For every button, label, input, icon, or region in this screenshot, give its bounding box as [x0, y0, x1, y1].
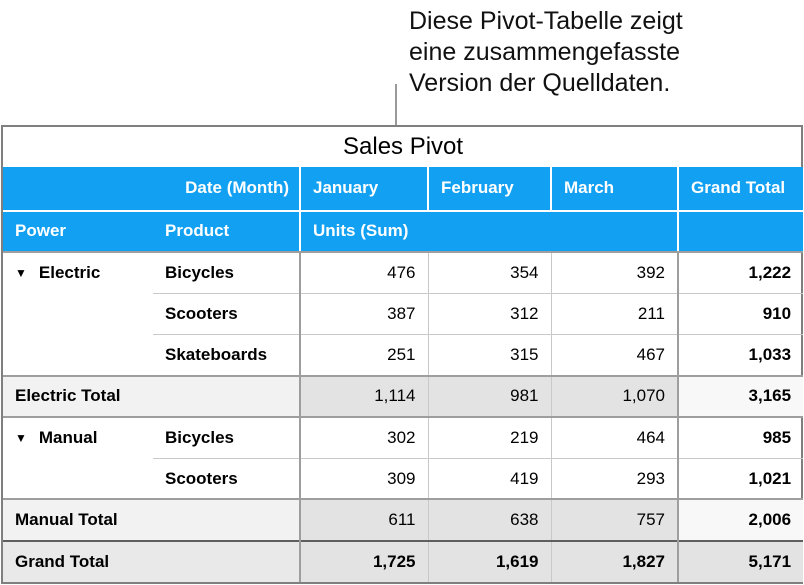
cell-manual-bicycles-total[interactable]: 985 [676, 415, 804, 459]
header-grand-total[interactable]: Grand Total [676, 167, 804, 212]
cell-electric-skateboards-jan[interactable]: 251 [299, 333, 428, 376]
cell-manual-scooters-feb[interactable]: 419 [427, 457, 551, 500]
cell-electric-skateboards-total[interactable]: 1,033 [676, 333, 804, 376]
annotation-text: Diese Pivot-Tabelle zeigt eine zusammeng… [409, 6, 683, 99]
cell-manual-total-mar[interactable]: 757 [550, 498, 678, 541]
cell-electric-bicycles-feb[interactable]: 354 [427, 251, 551, 294]
row-label-electric-total[interactable]: Electric Total [3, 374, 300, 417]
cell-electric-scooters-feb[interactable]: 312 [427, 292, 551, 335]
cell-electric-scooters-total[interactable]: 910 [676, 292, 804, 335]
cell-grand-total-feb[interactable]: 1,619 [427, 539, 551, 582]
header-date-month[interactable]: Date (Month) [3, 167, 300, 212]
header-units-sum[interactable]: Units (Sum) [299, 210, 678, 253]
cell-manual-total-jan[interactable]: 611 [299, 498, 428, 541]
cell-electric-skateboards-mar[interactable]: 467 [550, 333, 678, 376]
row-label-bicycles[interactable]: Bicycles [165, 262, 234, 282]
cell-electric-total-jan[interactable]: 1,114 [299, 374, 428, 417]
cell-electric-bicycles-mar[interactable]: 392 [550, 251, 678, 294]
annotation-line-3: Version der Quelldaten. [409, 69, 671, 97]
group-name-manual: Manual [38, 427, 98, 447]
cell-manual-bicycles-feb[interactable]: 219 [427, 415, 551, 459]
row-label-bicycles[interactable]: Bicycles [153, 415, 300, 459]
cell-grand-total-mar[interactable]: 1,827 [550, 539, 678, 582]
group-name-electric: Electric [38, 262, 101, 282]
cell-electric-skateboards-feb[interactable]: 315 [427, 333, 551, 376]
disclosure-triangle-icon[interactable]: ▼ [15, 265, 27, 280]
cell-manual-bicycles-mar[interactable]: 464 [550, 415, 678, 459]
cell-manual-total-feb[interactable]: 638 [427, 498, 551, 541]
cell-manual-bicycles-jan[interactable]: 302 [299, 415, 428, 459]
cell-manual-total-grand[interactable]: 2,006 [676, 498, 804, 541]
annotation-line-2: eine zusammengefasste [409, 38, 680, 66]
header-power[interactable]: Power [3, 210, 153, 253]
header-march[interactable]: March [550, 167, 678, 212]
header-grand-total-spacer [676, 210, 804, 253]
header-february[interactable]: February [427, 167, 551, 212]
row-label-scooters[interactable]: Scooters [153, 457, 300, 500]
cell-electric-bicycles-total[interactable]: 1,222 [676, 251, 804, 294]
cell-manual-scooters-total[interactable]: 1,021 [676, 457, 804, 500]
cell-electric-total-grand[interactable]: 3,165 [676, 374, 804, 417]
header-january[interactable]: January [299, 167, 428, 212]
disclosure-triangle-icon[interactable]: ▼ [15, 430, 27, 445]
header-product[interactable]: Product [153, 210, 300, 253]
table-title[interactable]: Sales Pivot [343, 133, 464, 161]
row-label-scooters[interactable]: Scooters [153, 292, 300, 335]
group-label-electric[interactable]: ▼ Electric [3, 252, 153, 376]
cell-electric-bicycles-jan[interactable]: 476 [299, 251, 428, 294]
annotation-line-1: Diese Pivot-Tabelle zeigt [409, 7, 683, 35]
row-label-skateboards[interactable]: Skateboards [153, 333, 300, 376]
cell-grand-total-grand[interactable]: 5,171 [676, 539, 804, 582]
cell-electric-total-mar[interactable]: 1,070 [550, 374, 678, 417]
cell-manual-scooters-jan[interactable]: 309 [299, 457, 428, 500]
cell-electric-scooters-mar[interactable]: 211 [550, 292, 678, 335]
row-label-manual-total[interactable]: Manual Total [3, 498, 300, 541]
cell-grand-total-jan[interactable]: 1,725 [299, 539, 428, 582]
row-label-grand-total[interactable]: Grand Total [3, 539, 300, 582]
cell-electric-scooters-jan[interactable]: 387 [299, 292, 428, 335]
pivot-table: Sales Pivot Date (Month) January Februar… [1, 125, 804, 584]
group-label-manual[interactable]: ▼ Manual [3, 415, 153, 500]
cell-manual-scooters-mar[interactable]: 293 [550, 457, 678, 500]
callout-line [395, 84, 397, 125]
cell-electric-total-feb[interactable]: 981 [427, 374, 551, 417]
